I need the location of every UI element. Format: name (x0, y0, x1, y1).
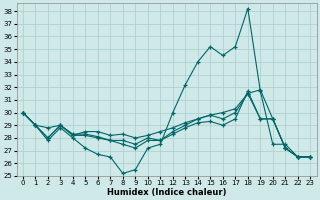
X-axis label: Humidex (Indice chaleur): Humidex (Indice chaleur) (107, 188, 226, 197)
